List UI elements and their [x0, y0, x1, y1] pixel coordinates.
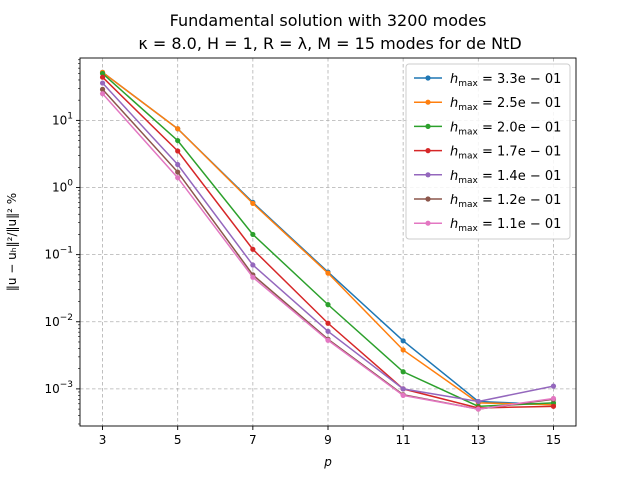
- data-point: [175, 137, 181, 144]
- data-point: [400, 392, 406, 398]
- y-axis-label: ‖u − uₕ‖²/‖u‖² %: [5, 193, 19, 291]
- y-axis-ticks: 10−3 10−2 10−1 100 101: [44, 59, 80, 425]
- data-point: [250, 200, 256, 206]
- data-point: [400, 369, 406, 375]
- legend-entry: hmax = 1.1e − 01: [450, 217, 561, 234]
- legend-swatch-marker: [425, 123, 431, 129]
- x-axis-label: p: [323, 455, 332, 469]
- data-point: [175, 175, 181, 181]
- x-tick-label: 13: [471, 433, 486, 447]
- data-point: [325, 320, 331, 326]
- legend-entry: hmax = 1.7e − 01: [450, 145, 561, 162]
- legend: hmax = 3.3e − 01 hmax = 2.5e − 01 hmax = 2…: [405, 63, 571, 240]
- data-point: [325, 328, 331, 334]
- x-axis-ticks: 3 5 7 9 11 13 15: [99, 426, 561, 447]
- x-tick-label: 9: [324, 433, 332, 447]
- data-point: [550, 383, 557, 389]
- x-tick-label: 15: [546, 433, 561, 447]
- data-point: [550, 403, 557, 409]
- y-tick-label: 10−2: [44, 313, 73, 329]
- data-point: [175, 169, 181, 175]
- legend-entry: hmax = 2.5e − 01: [450, 96, 561, 113]
- data-point: [99, 80, 106, 86]
- x-tick-label: 7: [249, 433, 257, 447]
- series-5: [99, 80, 557, 405]
- legend-swatch-marker: [425, 196, 431, 202]
- data-point: [250, 262, 256, 268]
- data-point: [99, 86, 106, 92]
- data-point: [400, 347, 406, 353]
- data-point: [325, 337, 331, 343]
- legend-entry: hmax = 1.4e − 01: [450, 169, 561, 186]
- data-point: [175, 148, 181, 154]
- data-point: [475, 406, 481, 412]
- data-point: [475, 398, 481, 405]
- legend-entry: hmax = 3.3e − 01: [450, 72, 561, 89]
- data-point: [325, 302, 331, 308]
- data-point: [250, 246, 256, 252]
- data-point: [400, 386, 406, 392]
- legend-swatch-marker: [425, 75, 431, 81]
- data-point: [325, 270, 331, 276]
- y-tick-label: 101: [52, 111, 73, 127]
- legend-entry: hmax = 1.2e − 01: [450, 193, 561, 210]
- legend-swatch-marker: [425, 99, 431, 105]
- data-point: [99, 70, 106, 77]
- legend-swatch-marker: [425, 148, 431, 154]
- legend-box: [405, 63, 571, 240]
- legend-swatch-marker: [425, 172, 431, 178]
- y-tick-label: 100: [52, 179, 73, 195]
- data-point: [99, 74, 106, 80]
- data-point: [175, 126, 181, 132]
- data-point: [550, 395, 557, 402]
- x-tick-label: 5: [174, 433, 182, 447]
- series-layer: [99, 69, 557, 412]
- data-point: [250, 274, 256, 280]
- data-point: [250, 231, 256, 238]
- data-point: [175, 161, 181, 168]
- y-tick-label: 10−3: [44, 380, 73, 396]
- series-7: [99, 91, 557, 412]
- legend-swatch-marker: [425, 220, 431, 226]
- legend-entry: hmax = 2.0e − 01: [450, 120, 561, 137]
- x-tick-label: 11: [396, 433, 411, 447]
- x-tick-label: 3: [99, 433, 107, 447]
- y-tick-label: 10−1: [44, 246, 73, 262]
- chart-title-line2: κ = 8.0, H = 1, R = λ, M = 15 modes for …: [138, 34, 521, 53]
- data-point: [400, 338, 406, 344]
- chart-title-line1: Fundamental solution with 3200 modes: [170, 11, 487, 30]
- data-point: [99, 91, 106, 97]
